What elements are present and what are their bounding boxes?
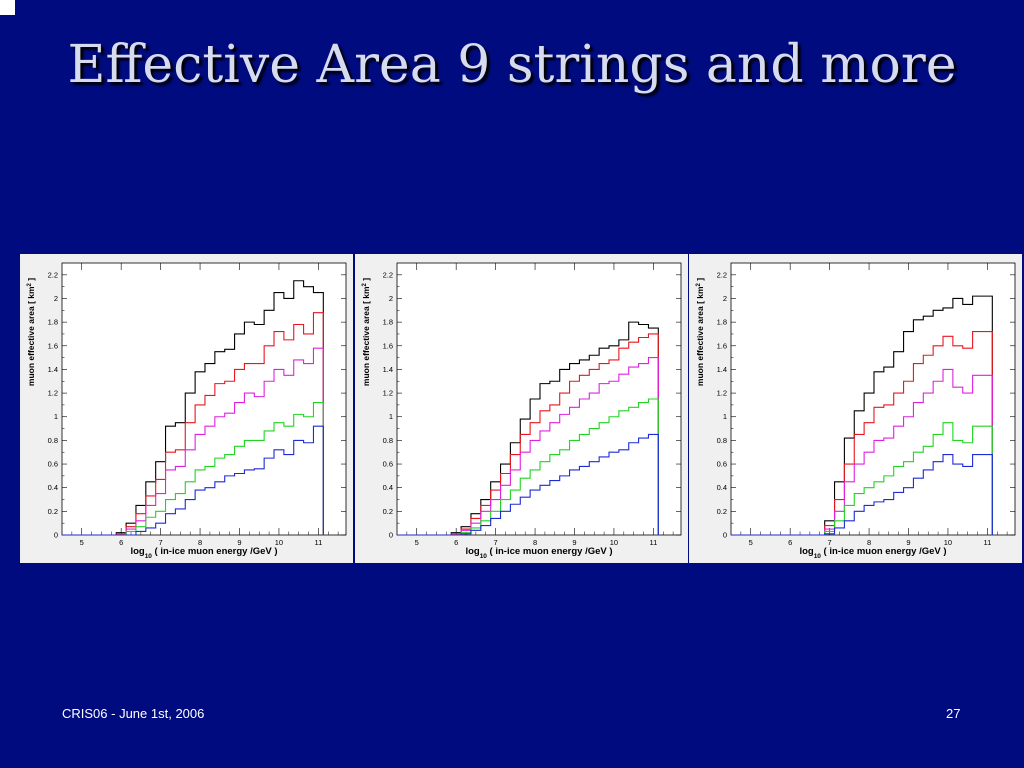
y-tick-label: 0.8	[717, 436, 727, 445]
y-axis-title-superscript: 2	[362, 282, 368, 286]
data-series-line	[731, 295, 993, 536]
chart-3: 0 0.2 0.4 0.6 0.8 1 1.2 1.4 1.6 1.8 2 2.2 5 6 7 8 9 10 11 l…	[695, 262, 1016, 560]
data-series-line	[62, 347, 324, 536]
x-axis-title: log10 ( in-ice muon energy /GeV )	[799, 546, 946, 560]
x-tick-label: 8	[198, 538, 202, 547]
footer-conference: CRIS06 - June 1st, 2006	[62, 706, 205, 721]
x-tick-label: 5	[415, 538, 419, 547]
data-series-line	[62, 425, 324, 536]
x-tick-label: 9	[237, 538, 241, 547]
y-tick-label: 2	[54, 294, 58, 303]
corner-marker	[0, 0, 15, 15]
y-tick-label: 0	[54, 531, 58, 540]
x-tick-label: 10	[610, 538, 618, 547]
y-tick-label: 0.6	[383, 460, 393, 469]
slide-title: Effective Area 9 strings and more	[67, 35, 957, 95]
chart-1: 0 0.2 0.4 0.6 0.8 1 1.2 1.4 1.6 1.8 2 2.2 5 6 7 8 9 10 11 l…	[26, 262, 347, 560]
y-tick-label: 2	[389, 294, 393, 303]
y-tick-label: 2.2	[48, 270, 58, 279]
x-tick-label: 6	[119, 538, 123, 547]
y-tick-label: 1.8	[717, 318, 727, 327]
y-tick-label: 1.6	[48, 341, 58, 350]
y-tick-label: 1.6	[717, 341, 727, 350]
y-tick-label: 1.8	[383, 318, 393, 327]
x-axis-title: log10 ( in-ice muon energy /GeV )	[130, 546, 277, 560]
chart-panel-1: 0 0.2 0.4 0.6 0.8 1 1.2 1.4 1.6 1.8 2 2.2 5 6 7 8 9 10 11 l…	[20, 254, 353, 563]
y-axis-title-rest: ]	[361, 278, 371, 283]
x-tick-label: 7	[828, 538, 832, 547]
y-tick-label: 0.8	[383, 436, 393, 445]
chart-panel-3: 0 0.2 0.4 0.6 0.8 1 1.2 1.4 1.6 1.8 2 2.2 5 6 7 8 9 10 11 l…	[689, 254, 1022, 563]
chart-panel-2: 0 0.2 0.4 0.6 0.8 1 1.2 1.4 1.6 1.8 2 2.2 5 6 7 8 9 10 11 l…	[355, 254, 688, 563]
x-tick-label: 11	[314, 538, 322, 547]
x-tick-label: 9	[906, 538, 910, 547]
y-tick-label: 0.2	[717, 507, 727, 516]
x-tick-label: 7	[494, 538, 498, 547]
y-tick-label: 0.6	[717, 460, 727, 469]
data-series-line	[62, 401, 324, 536]
data-series-line	[731, 368, 993, 536]
y-tick-label: 1	[723, 412, 727, 421]
y-axis-title-rest: ]	[695, 278, 705, 283]
y-tick-label: 2.2	[383, 270, 393, 279]
x-axis-title: log10 ( in-ice muon energy /GeV )	[465, 546, 612, 560]
x-tick-label: 9	[572, 538, 576, 547]
x-tick-label: 8	[533, 538, 537, 547]
y-tick-label: 1.4	[383, 365, 393, 374]
data-series-line	[731, 331, 993, 536]
x-tick-label: 6	[454, 538, 458, 547]
x-tick-label: 5	[80, 538, 84, 547]
y-tick-label: 2	[723, 294, 727, 303]
y-tick-label: 1.8	[48, 318, 58, 327]
y-tick-label: 1.4	[48, 365, 58, 374]
y-axis-title: muon effective area [ km2 ]	[26, 278, 36, 386]
y-axis-title: muon effective area [ km2 ]	[361, 278, 371, 386]
x-axis-title-subscript: 10	[480, 553, 488, 560]
x-axis-title-rest: ( in-ice muon energy /GeV )	[487, 546, 613, 557]
y-tick-label: 2.2	[717, 270, 727, 279]
y-tick-label: 1.2	[383, 389, 393, 398]
x-tick-label: 5	[749, 538, 753, 547]
data-series-line	[397, 398, 659, 536]
y-tick-label: 0.8	[48, 436, 58, 445]
y-tick-label: 0.6	[48, 460, 58, 469]
x-axis-title-rest: ( in-ice muon energy /GeV )	[821, 546, 947, 557]
y-axis-title: muon effective area [ km2 ]	[695, 278, 705, 386]
x-tick-label: 6	[788, 538, 792, 547]
x-axis-title-subscript: 10	[145, 553, 153, 560]
y-tick-label: 1	[389, 412, 393, 421]
x-tick-label: 11	[983, 538, 991, 547]
x-axis-title-subscript: 10	[814, 553, 822, 560]
x-tick-label: 10	[275, 538, 283, 547]
data-series-line	[731, 422, 993, 536]
y-tick-label: 0.2	[383, 507, 393, 516]
y-tick-label: 1.2	[717, 389, 727, 398]
y-axis-title-superscript: 2	[27, 282, 33, 286]
x-axis-title-rest: ( in-ice muon energy /GeV )	[152, 546, 278, 557]
y-tick-label: 0.4	[48, 483, 58, 492]
y-tick-label: 0.4	[383, 483, 393, 492]
y-tick-label: 0.4	[717, 483, 727, 492]
data-series-line	[731, 454, 993, 536]
y-tick-label: 1.6	[383, 341, 393, 350]
y-tick-label: 0	[723, 531, 727, 540]
y-tick-label: 1.2	[48, 389, 58, 398]
y-tick-label: 0	[389, 531, 393, 540]
chart-2: 0 0.2 0.4 0.6 0.8 1 1.2 1.4 1.6 1.8 2 2.2 5 6 7 8 9 10 11 l…	[361, 262, 682, 560]
y-tick-label: 1.4	[717, 365, 727, 374]
data-series-line	[397, 433, 659, 536]
slide-number: 27	[946, 706, 961, 721]
y-axis-title-rest: ]	[26, 278, 36, 283]
y-tick-label: 1	[54, 412, 58, 421]
x-tick-label: 8	[867, 538, 871, 547]
plot-frame	[730, 262, 1016, 536]
x-tick-label: 10	[944, 538, 952, 547]
y-tick-label: 0.2	[48, 507, 58, 516]
y-axis-title-superscript: 2	[696, 282, 702, 286]
x-tick-label: 7	[159, 538, 163, 547]
x-tick-label: 11	[649, 538, 657, 547]
plot-frame	[61, 262, 347, 536]
data-series-line	[397, 357, 659, 536]
